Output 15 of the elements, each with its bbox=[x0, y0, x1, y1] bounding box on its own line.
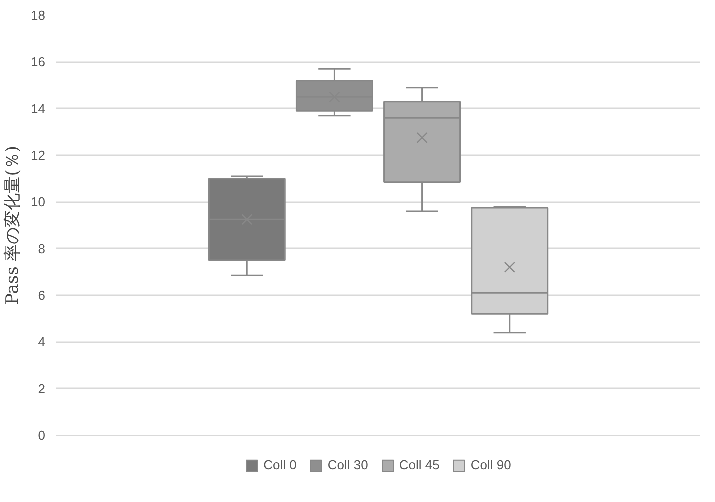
y-tick-label: 12 bbox=[31, 148, 46, 163]
y-axis-title: Pass 率の変化量(％) bbox=[3, 146, 24, 305]
legend-label: Coll 30 bbox=[328, 458, 368, 472]
legend-label: Coll 0 bbox=[264, 458, 297, 472]
legend-label: Coll 45 bbox=[399, 458, 440, 472]
y-tick-label: 6 bbox=[38, 288, 46, 303]
y-tick-label: 10 bbox=[31, 194, 46, 210]
y-tick-label: 16 bbox=[31, 54, 46, 70]
legend-label: Coll 90 bbox=[470, 458, 512, 472]
y-tick-label: 14 bbox=[31, 101, 46, 116]
y-tick-label: 4 bbox=[38, 334, 46, 350]
y-tick-label: 2 bbox=[38, 381, 46, 396]
y-tick-label: 8 bbox=[38, 241, 46, 256]
y-tick-label: 0 bbox=[38, 428, 46, 443]
y-tick-label: 18 bbox=[31, 8, 46, 23]
